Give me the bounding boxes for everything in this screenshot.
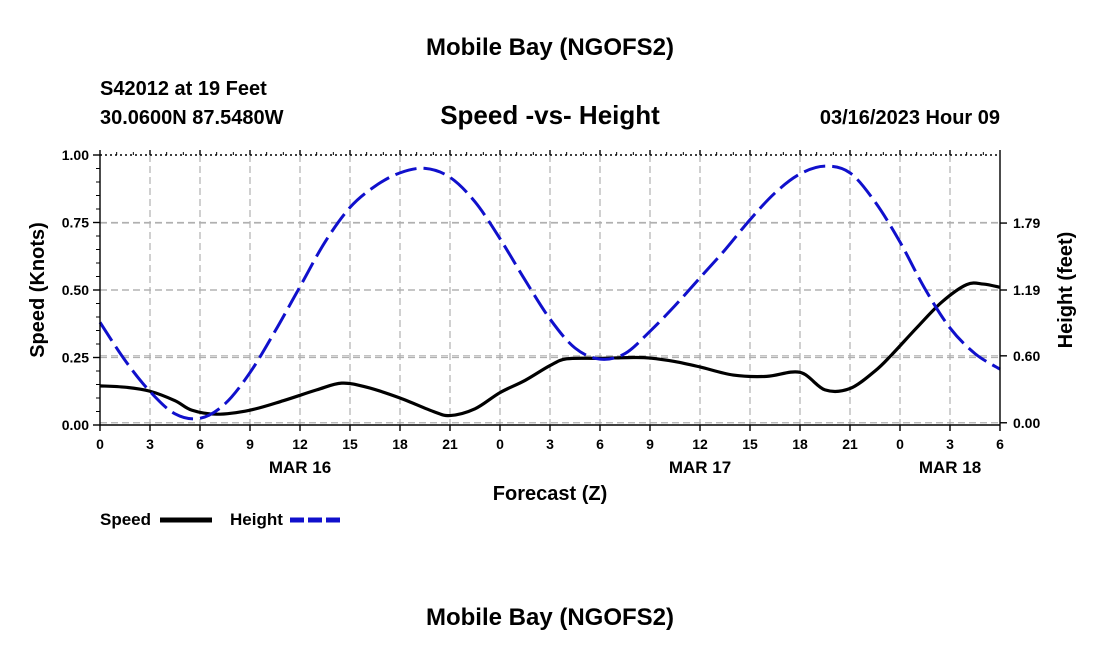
y2-tick-label: 0.60 bbox=[1013, 348, 1040, 364]
x-tick-label: 21 bbox=[442, 436, 458, 452]
forecast-timestamp: 03/16/2023 Hour 09 bbox=[820, 107, 1000, 129]
x-tick-label: 6 bbox=[596, 436, 604, 452]
y-tick-label: 0.00 bbox=[62, 417, 89, 433]
x-tick-label: 18 bbox=[392, 436, 408, 452]
page-title: Mobile Bay (NGOFS2) bbox=[426, 34, 674, 61]
y-axis-label: Speed (Knots) bbox=[27, 222, 49, 358]
y2-tick-label: 0.00 bbox=[1013, 415, 1040, 431]
y-tick-label: 0.75 bbox=[62, 215, 89, 231]
axes bbox=[93, 150, 1007, 431]
station-label: S42012 at 19 Feet bbox=[100, 78, 267, 100]
legend: Speed Height bbox=[100, 510, 342, 529]
x-tick-label: 12 bbox=[692, 436, 708, 452]
y-tick-label: 0.50 bbox=[62, 282, 89, 298]
date-label: MAR 17 bbox=[669, 458, 731, 477]
x-tick-label: 3 bbox=[946, 436, 954, 452]
x-tick-label: 0 bbox=[896, 436, 904, 452]
speed-series-line bbox=[99, 281, 1001, 418]
x-tick-label: 15 bbox=[742, 436, 758, 452]
x-tick-label: 0 bbox=[496, 436, 504, 452]
station-coords: 30.0600N 87.5480W bbox=[100, 107, 284, 129]
date-label: MAR 18 bbox=[919, 458, 981, 477]
x-tick-label: 9 bbox=[246, 436, 254, 452]
y-tick-label: 1.00 bbox=[62, 147, 89, 163]
x-tick-label: 15 bbox=[342, 436, 358, 452]
y2-tick-label: 1.19 bbox=[1013, 282, 1040, 298]
grid bbox=[100, 155, 1000, 425]
series-layer bbox=[98, 164, 1001, 421]
x-tick-label: 0 bbox=[96, 436, 104, 452]
y2-axis-label: Height (feet) bbox=[1055, 232, 1077, 349]
chart-title: Speed -vs- Height bbox=[440, 100, 660, 130]
footer-title: Mobile Bay (NGOFS2) bbox=[426, 604, 674, 631]
x-tick-label: 3 bbox=[546, 436, 554, 452]
x-tick-label: 18 bbox=[792, 436, 808, 452]
x-axis-label: Forecast (Z) bbox=[493, 483, 607, 505]
y-tick-label: 0.25 bbox=[62, 350, 89, 366]
x-tick-label: 9 bbox=[646, 436, 654, 452]
x-tick-label: 21 bbox=[842, 436, 858, 452]
legend-height-label: Height bbox=[230, 510, 283, 529]
legend-speed-label: Speed bbox=[100, 510, 151, 529]
x-tick-label: 6 bbox=[996, 436, 1004, 452]
y2-tick-label: 1.79 bbox=[1013, 215, 1040, 231]
x-tick-label: 6 bbox=[196, 436, 204, 452]
date-label: MAR 16 bbox=[269, 458, 331, 477]
x-tick-label: 3 bbox=[146, 436, 154, 452]
x-tick-label: 12 bbox=[292, 436, 308, 452]
height-series-line bbox=[98, 164, 1001, 421]
tick-labels: 0 3 6 9 12 15 18 21 0 3 6 9 12 15 18 21 0 3 6 MAR 16 MAR 17 M… bbox=[62, 147, 1041, 477]
